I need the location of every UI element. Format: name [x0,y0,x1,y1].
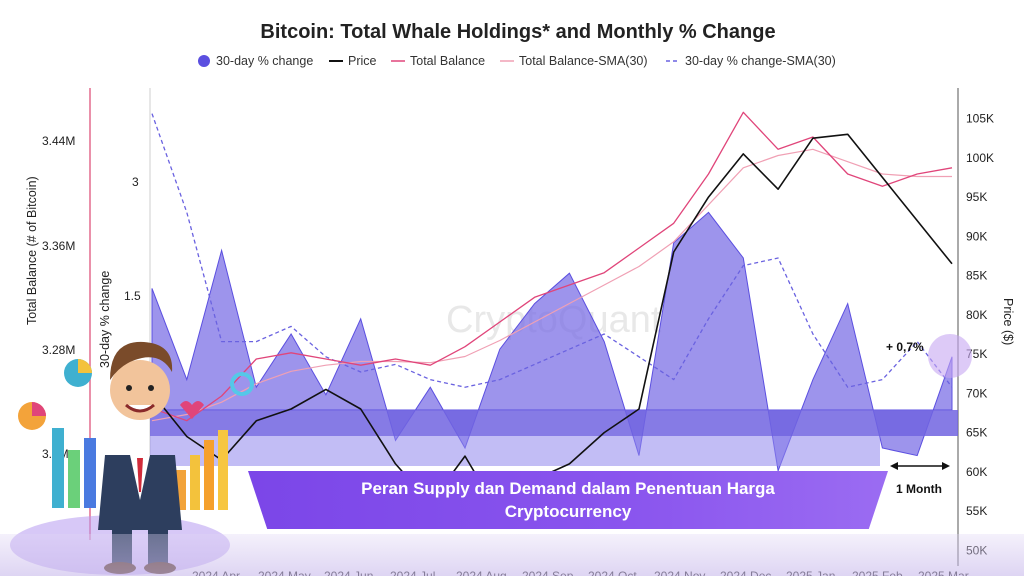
series-total-balance-sma-line [151,148,952,422]
change-band-lower [150,436,880,466]
legend-label-price: Price [348,54,377,68]
right-tick: 100K [966,151,994,165]
bar-icon [84,438,96,508]
change-band [150,410,958,436]
legend-swatch-30day-change [198,55,210,67]
series-30day-change-sma-line [151,113,953,388]
pie-slice-icon [78,359,92,373]
right-ticks: 105K100K95K90K85K80K75K70K65K60K55K50K [966,112,994,558]
right-tick: 65K [966,426,987,440]
right-tick: 60K [966,465,987,479]
highlight-circle [928,334,972,378]
bar-icon [204,440,214,510]
head [110,360,170,420]
change-area-layer [151,211,953,473]
right-tick: 90K [966,229,987,243]
chart-title: Bitcoin: Total Whale Holdings* and Month… [260,21,775,43]
series-total-balance-line [151,111,953,422]
right-tick: 105K [966,112,994,126]
tie [137,458,143,492]
series-30day-change-area [151,211,953,473]
legend-label-30day-change-sma: 30-day % change-SMA(30) [685,54,836,68]
bar-icon [190,455,200,510]
right-tick: 70K [966,386,987,400]
eye [148,385,154,391]
heart-icon [180,401,204,419]
annotation-change: + 0,7% [886,340,924,354]
inner-tick: 1.5 [124,289,141,303]
legend-label-total-balance: Total Balance [410,54,485,68]
left-tick: 3.44M [42,134,75,148]
annotation-month: 1 Month [896,482,942,496]
article-banner: Peran Supply dan Demand dalam Penentuan … [248,471,888,529]
right-tick: 80K [966,308,987,322]
bar-icon [218,430,228,510]
bottom-strip [0,534,1024,576]
banner-line-2: Cryptocurrency [504,502,632,521]
right-tick: 85K [966,269,987,283]
hair [110,341,173,380]
right-axis-title: Price ($) [1001,298,1015,345]
left-tick: 3.36M [42,239,75,253]
inner-tick: 3 [132,175,139,189]
inner-axis-title: 30-day % change [98,271,112,368]
ring-icon [230,372,254,396]
legend-label-30day-change: 30-day % change [216,54,313,68]
left-tick: 3.28M [42,343,75,357]
month-arrow-head [942,462,950,470]
right-tick: 95K [966,190,987,204]
bar-icon [52,428,64,508]
pie-slice-icon [32,402,46,416]
eye [126,385,132,391]
smile [125,403,155,413]
month-arrow-tail [890,462,898,470]
legend-label-total-balance-sma: Total Balance-SMA(30) [519,54,648,68]
bar-icon [68,450,80,508]
left-axis-title: Total Balance (# of Bitcoin) [25,176,39,325]
bar-icon [176,470,186,510]
legend: 30-day % change Price Total Balance Tota… [198,54,836,68]
banner-line-1: Peran Supply dan Demand dalam Penentuan … [361,479,775,498]
right-tick: 55K [966,504,987,518]
